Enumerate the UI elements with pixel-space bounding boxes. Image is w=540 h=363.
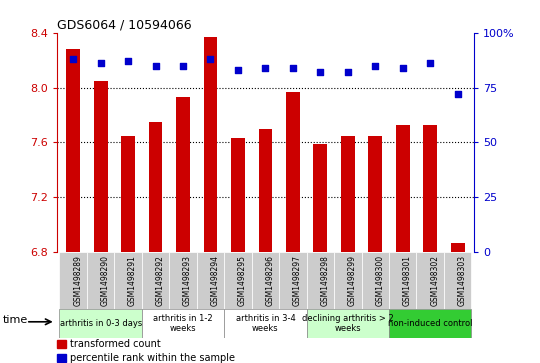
Bar (170, 252, 197, 309)
Bar (361, 252, 389, 309)
Text: GSM1498293: GSM1498293 (183, 255, 192, 306)
Bar (148, 122, 163, 252)
Bar (87, 252, 114, 309)
Bar (57, 340, 66, 348)
Bar (252, 252, 279, 309)
Bar (286, 92, 300, 252)
Text: GSM1498297: GSM1498297 (293, 255, 302, 306)
Text: GSM1498294: GSM1498294 (211, 255, 219, 306)
Bar (368, 136, 382, 252)
Bar (307, 252, 334, 309)
Text: GSM1498296: GSM1498296 (266, 255, 274, 306)
Point (453, 91, 462, 97)
Bar (313, 144, 327, 252)
Point (426, 61, 435, 66)
Text: arthritis in 1-2
weeks: arthritis in 1-2 weeks (153, 314, 213, 333)
Text: time: time (3, 315, 28, 325)
Point (96, 61, 105, 66)
Bar (231, 138, 245, 252)
Text: GSM1498303: GSM1498303 (457, 255, 467, 306)
Bar (204, 37, 218, 252)
Bar (122, 136, 135, 252)
Text: arthritis in 0-3 days: arthritis in 0-3 days (59, 319, 142, 328)
Bar (334, 252, 361, 309)
Text: GSM1498289: GSM1498289 (73, 255, 82, 306)
Point (206, 56, 215, 62)
Bar (389, 309, 471, 338)
Bar (396, 125, 409, 252)
Point (124, 58, 132, 64)
Text: GSM1498292: GSM1498292 (156, 255, 165, 306)
Bar (114, 252, 142, 309)
Bar (66, 49, 80, 252)
Bar (176, 97, 190, 252)
Bar (416, 252, 444, 309)
Text: percentile rank within the sample: percentile rank within the sample (70, 353, 235, 363)
Point (261, 65, 270, 71)
Bar (59, 252, 87, 309)
Text: GSM1498300: GSM1498300 (375, 255, 384, 306)
Text: GSM1498298: GSM1498298 (320, 255, 329, 306)
Text: GDS6064 / 10594066: GDS6064 / 10594066 (57, 19, 191, 32)
Text: GSM1498302: GSM1498302 (430, 255, 439, 306)
Bar (423, 125, 437, 252)
Text: arthritis in 3-4
weeks: arthritis in 3-4 weeks (235, 314, 295, 333)
Point (288, 65, 297, 71)
Point (151, 63, 160, 69)
Bar (142, 252, 170, 309)
Point (371, 63, 380, 69)
Bar (341, 136, 355, 252)
Point (343, 69, 352, 75)
Bar (142, 309, 224, 338)
Bar (444, 252, 471, 309)
Bar (279, 252, 307, 309)
Point (234, 67, 242, 73)
Point (179, 63, 187, 69)
Bar (224, 309, 307, 338)
Point (316, 69, 325, 75)
Bar (307, 309, 389, 338)
Bar (259, 129, 272, 252)
Bar (224, 252, 252, 309)
Bar (451, 243, 464, 252)
Bar (57, 354, 66, 362)
Text: transformed count: transformed count (70, 339, 161, 349)
Bar (197, 252, 224, 309)
Text: declining arthritis > 2
weeks: declining arthritis > 2 weeks (302, 314, 394, 333)
Bar (59, 309, 142, 338)
Text: GSM1498291: GSM1498291 (128, 255, 137, 306)
Text: GSM1498295: GSM1498295 (238, 255, 247, 306)
Point (69, 56, 78, 62)
Text: GSM1498299: GSM1498299 (348, 255, 357, 306)
Bar (389, 252, 416, 309)
Text: non-induced control: non-induced control (388, 319, 472, 328)
Text: GSM1498290: GSM1498290 (100, 255, 110, 306)
Point (399, 65, 407, 71)
Text: GSM1498301: GSM1498301 (403, 255, 411, 306)
Bar (94, 81, 107, 252)
